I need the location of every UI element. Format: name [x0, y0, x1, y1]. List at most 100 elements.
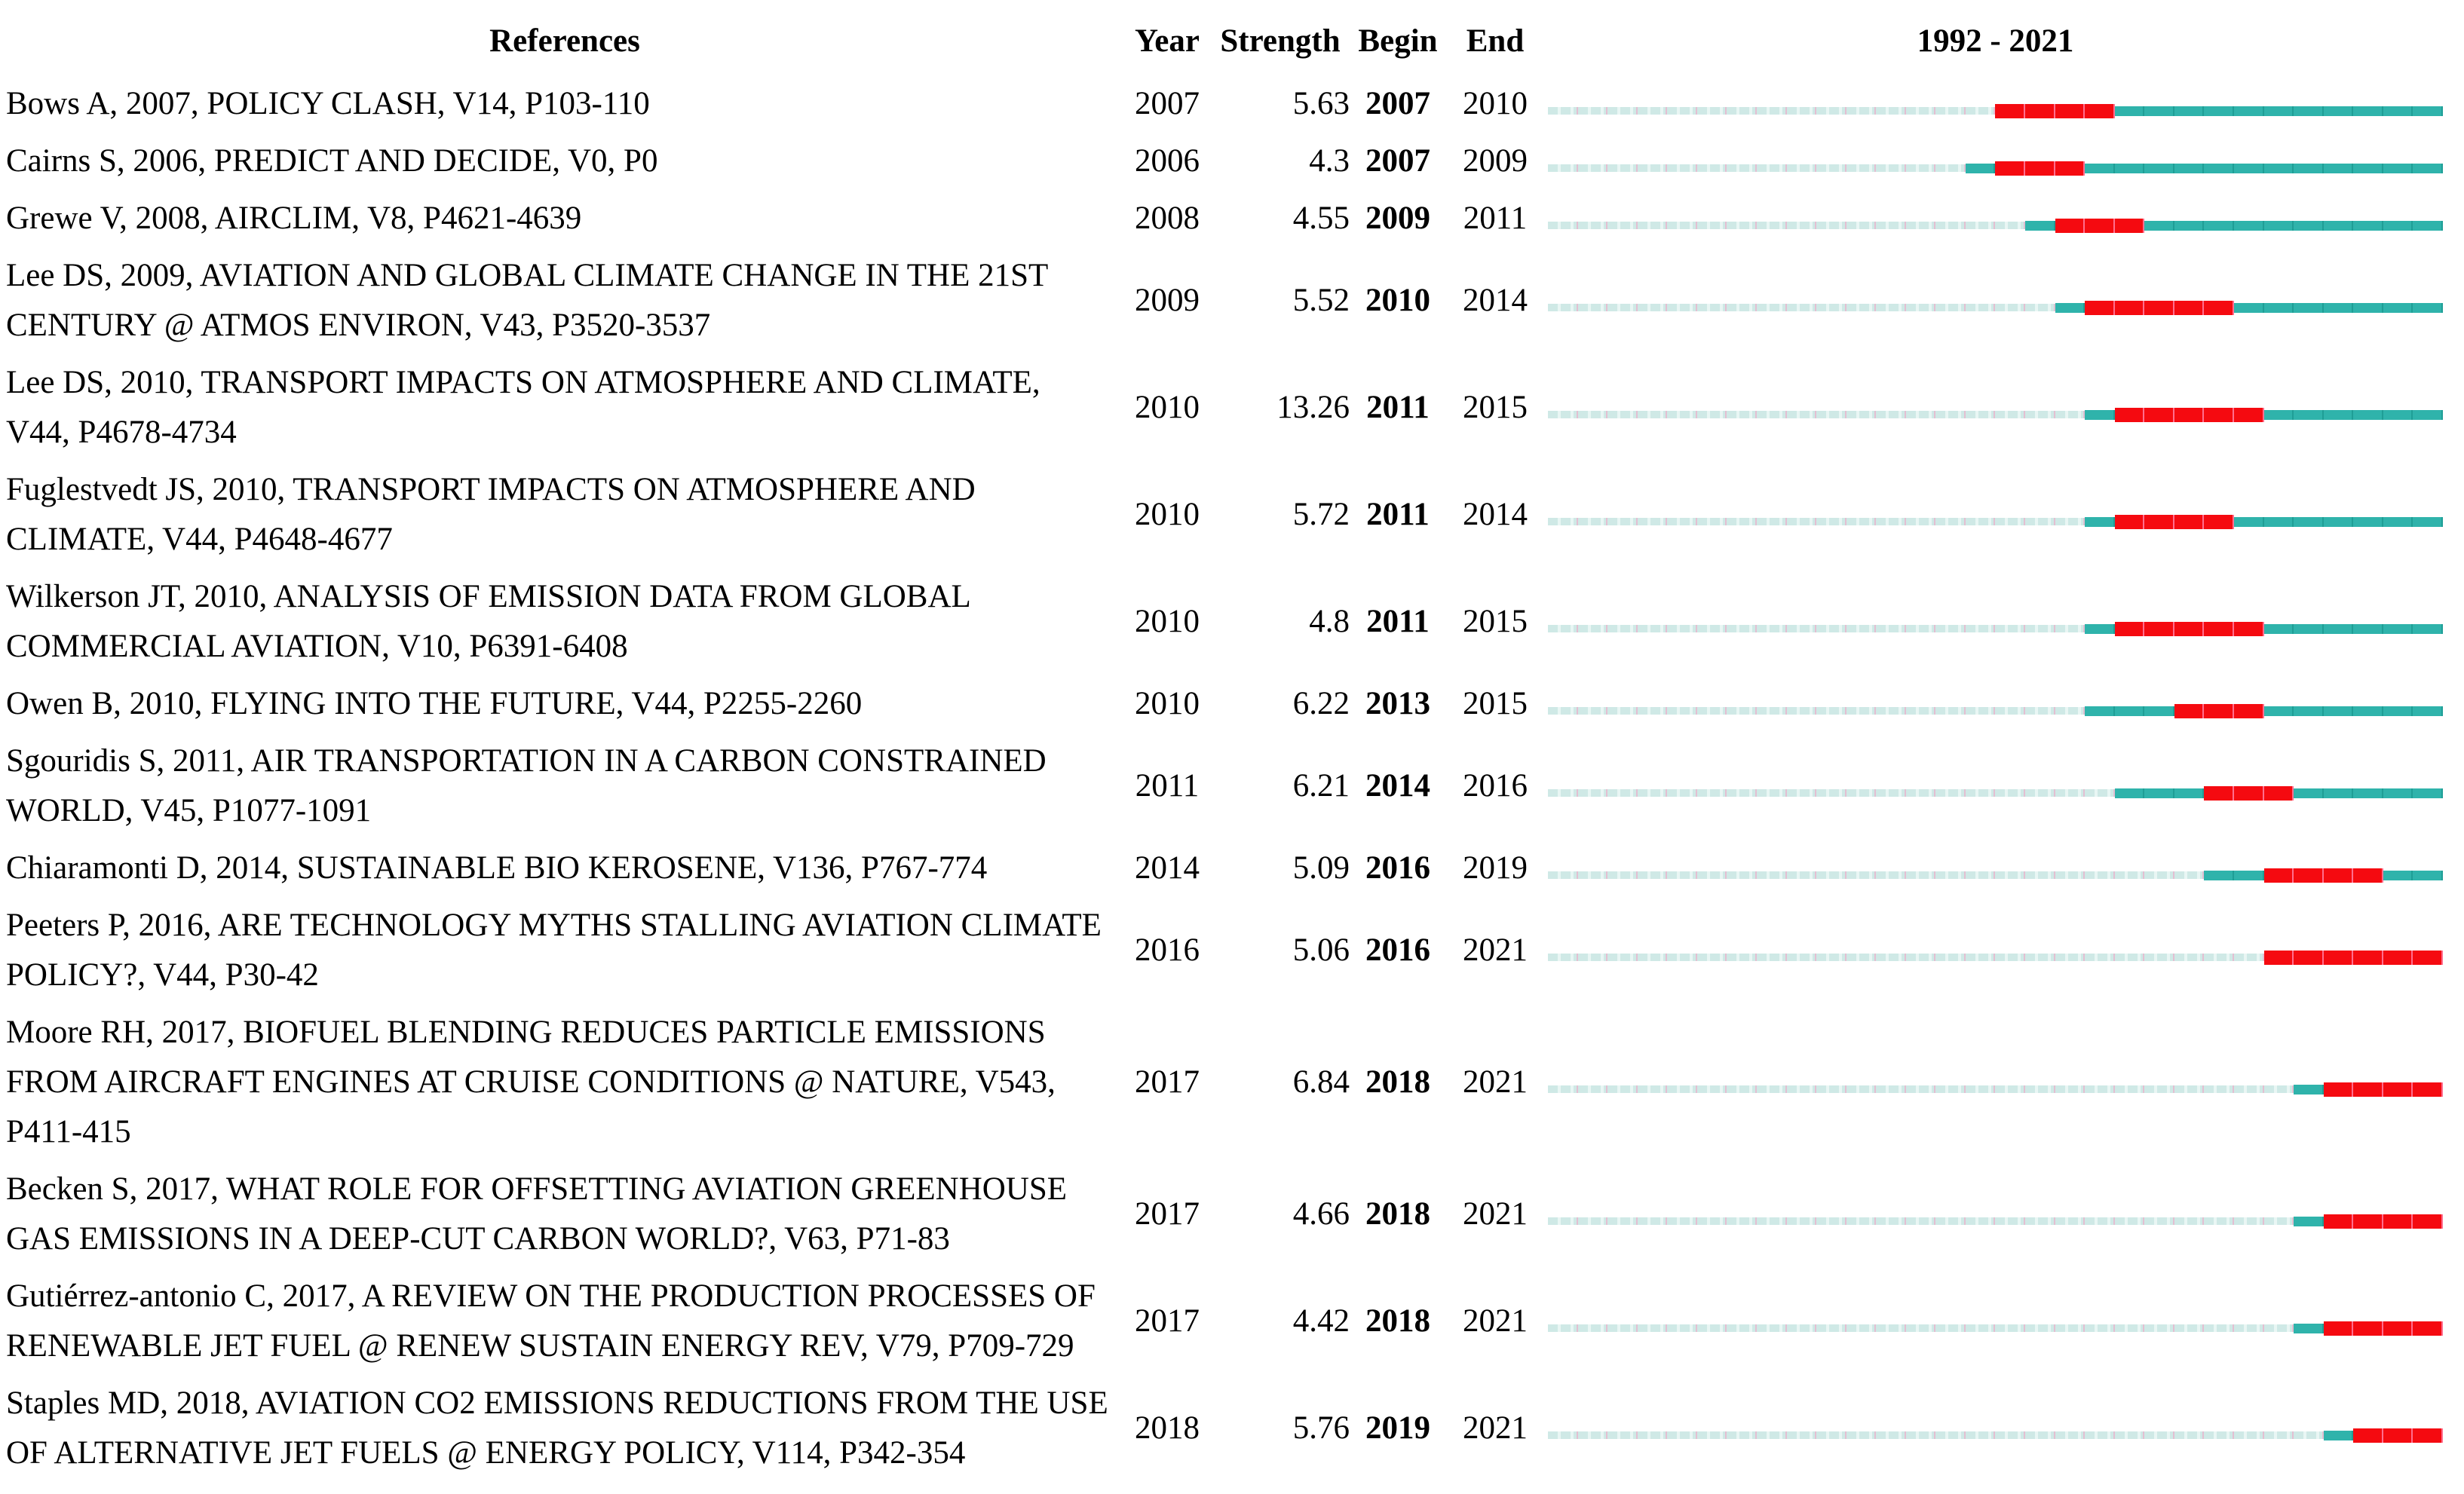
timeline-year-segment — [2233, 516, 2264, 527]
timeline-year-segment — [2085, 409, 2115, 420]
timeline-year-segment — [1756, 1217, 1787, 1225]
header-row: References Year Strength Begin End 1992 … — [6, 11, 2443, 75]
timeline-cell — [1548, 285, 2443, 317]
reference-text: Owen B, 2010, FLYING INTO THE FUTURE, V4… — [6, 686, 863, 721]
reference-cell: Peeters P, 2016, ARE TECHNOLOGY MYTHS ST… — [6, 901, 1123, 1000]
timeline-year-segment — [2233, 1324, 2264, 1332]
timeline-year-segment — [2144, 407, 2174, 422]
timeline-year-segment — [1876, 1431, 1906, 1439]
timeline-year-segment — [2233, 163, 2264, 173]
timeline-year-segment — [2233, 1431, 2264, 1439]
timeline-year-segment — [1577, 707, 1608, 715]
timeline-year-segment — [1876, 107, 1906, 115]
timeline-year-segment — [1846, 789, 1877, 797]
timeline-year-segment — [2174, 954, 2205, 961]
timeline-year-segment — [2383, 1214, 2413, 1229]
timeline-year-segment — [2085, 623, 2115, 634]
timeline-year-segment — [1935, 1085, 1966, 1093]
timeline-year-segment — [2233, 621, 2264, 636]
timeline-year-segment — [2055, 954, 2086, 961]
end-cell: 2021 — [1463, 932, 1528, 968]
timeline-year-segment — [2144, 1085, 2174, 1093]
timeline-year-segment — [1905, 164, 1936, 172]
timeline-year-segment — [2204, 163, 2234, 173]
reference-text: Moore RH, 2017, BIOFUEL BLENDING REDUCES… — [6, 1015, 1056, 1150]
timeline-year-segment — [1756, 707, 1787, 715]
strength-cell: 4.66 — [1292, 1196, 1350, 1232]
timeline-year-segment — [2204, 1324, 2234, 1332]
timeline-year-segment — [2144, 163, 2174, 173]
burst-timeline-bar — [1548, 941, 2443, 973]
column-header-year: Year — [1135, 23, 1200, 59]
timeline-cell — [1548, 1199, 2443, 1230]
timeline-year-segment — [2174, 1324, 2205, 1332]
table-rows: Bows A, 2007, POLICY CLASH, V14, P103-11… — [6, 75, 2443, 1482]
begin-cell: 2007 — [1365, 86, 1430, 121]
timeline-year-segment — [2413, 163, 2443, 173]
strength-cell: 4.3 — [1309, 143, 1350, 179]
timeline-year-segment — [2383, 706, 2413, 716]
timeline-year-segment — [2055, 218, 2086, 233]
year-cell: 2017 — [1135, 1196, 1200, 1232]
timeline-year-segment — [1607, 954, 1638, 961]
timeline-year-segment — [2413, 106, 2443, 116]
timeline-year-segment — [2114, 1431, 2145, 1439]
timeline-year-segment — [2263, 516, 2294, 527]
timeline-year-segment — [1637, 1431, 1668, 1439]
timeline-year-segment — [1667, 871, 1697, 879]
timeline-year-segment — [2353, 868, 2383, 883]
timeline-year-segment — [1816, 304, 1846, 311]
table-row: Sgouridis S, 2011, AIR TRANSPORTATION IN… — [6, 733, 2443, 840]
timeline-year-segment — [1995, 304, 2025, 311]
timeline-year-segment — [2055, 518, 2086, 525]
timeline-year-segment — [1905, 871, 1936, 879]
strength-cell: 4.55 — [1292, 201, 1350, 236]
timeline-year-segment — [1816, 107, 1846, 115]
timeline-cell — [1548, 1413, 2443, 1444]
timeline-year-segment — [1965, 789, 1996, 797]
timeline-year-segment — [1577, 1217, 1608, 1225]
timeline-year-segment — [1905, 625, 1936, 632]
column-header-end: End — [1466, 23, 1525, 59]
timeline-year-segment — [1786, 1324, 1817, 1332]
timeline-year-segment — [1577, 1431, 1608, 1439]
timeline-year-segment — [2114, 163, 2145, 173]
strength-cell: 5.76 — [1292, 1410, 1350, 1446]
table-row: Grewe V, 2008, AIRCLIM, V8, P4621-4639 20… — [6, 190, 2443, 247]
reference-cell: Lee DS, 2009, AVIATION AND GLOBAL CLIMAT… — [6, 251, 1123, 351]
begin-cell: 2016 — [1365, 850, 1430, 886]
timeline-year-segment — [1727, 222, 1757, 229]
timeline-year-segment — [2353, 1214, 2383, 1229]
reference-cell: Lee DS, 2010, TRANSPORT IMPACTS ON ATMOS… — [6, 358, 1123, 458]
timeline-year-segment — [2263, 623, 2294, 634]
timeline-year-segment — [2263, 106, 2294, 116]
strength-cell: 5.06 — [1292, 932, 1350, 968]
table-row: Peeters P, 2016, ARE TECHNOLOGY MYTHS ST… — [6, 897, 2443, 1004]
timeline-year-segment — [2383, 623, 2413, 634]
timeline-year-segment — [2323, 868, 2354, 883]
timeline-year-segment — [2204, 106, 2234, 116]
timeline-year-segment — [1637, 107, 1668, 115]
timeline-year-segment — [1756, 789, 1787, 797]
timeline-year-segment — [1816, 954, 1846, 961]
timeline-year-segment — [1876, 1085, 1906, 1093]
year-cell: 2009 — [1135, 283, 1200, 318]
timeline-year-segment — [2263, 302, 2294, 313]
timeline-year-segment — [1577, 871, 1608, 879]
timeline-year-segment — [2294, 623, 2324, 634]
burst-timeline-bar — [1548, 1205, 2443, 1237]
timeline-year-segment — [1786, 871, 1817, 879]
year-cell: 2006 — [1135, 143, 1200, 179]
timeline-year-segment — [1846, 222, 1877, 229]
timeline-cell — [1548, 853, 2443, 884]
timeline-year-segment — [1667, 411, 1697, 418]
burst-timeline-bar — [1548, 292, 2443, 323]
timeline-year-segment — [2114, 1324, 2145, 1332]
timeline-year-segment — [1935, 1217, 1966, 1225]
timeline-year-segment — [2294, 409, 2324, 420]
timeline-year-segment — [2413, 1428, 2443, 1443]
timeline-year-segment — [1876, 518, 1906, 525]
timeline-year-segment — [1965, 411, 1996, 418]
timeline-year-segment — [1846, 871, 1877, 879]
timeline-year-segment — [1696, 107, 1727, 115]
